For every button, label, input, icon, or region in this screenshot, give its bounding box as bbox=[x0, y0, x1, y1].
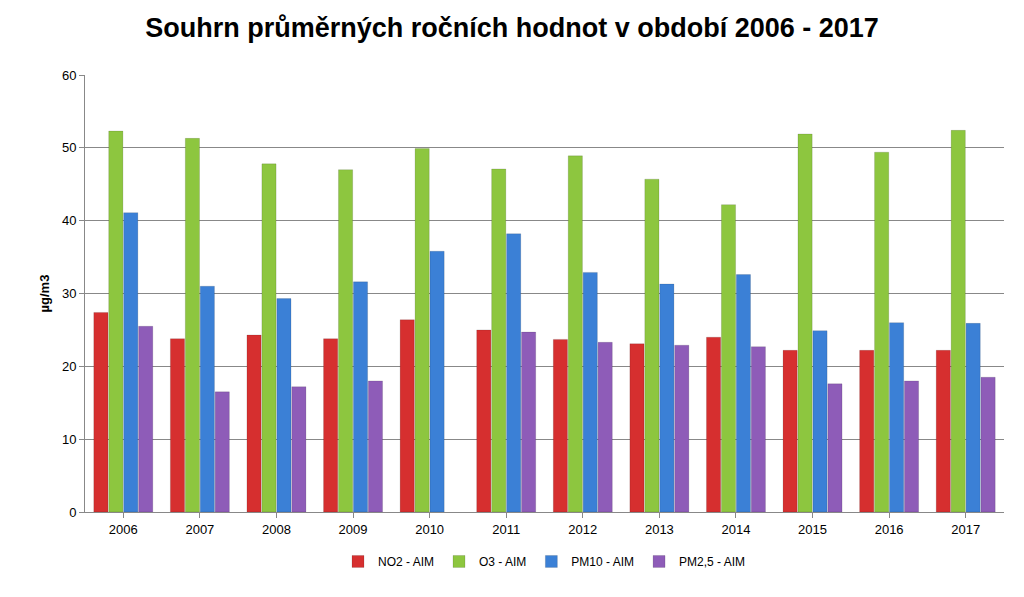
svg-text:60: 60 bbox=[62, 68, 76, 83]
svg-text:2012: 2012 bbox=[568, 522, 597, 537]
svg-text:2015: 2015 bbox=[798, 522, 827, 537]
svg-text:20: 20 bbox=[62, 359, 76, 374]
svg-text:2008: 2008 bbox=[262, 522, 291, 537]
svg-text:2010: 2010 bbox=[415, 522, 444, 537]
svg-text:10: 10 bbox=[62, 432, 76, 447]
svg-text:O3 - AIM: O3 - AIM bbox=[479, 555, 526, 569]
svg-text:2009: 2009 bbox=[339, 522, 368, 537]
svg-text:2014: 2014 bbox=[721, 522, 750, 537]
svg-text:2016: 2016 bbox=[875, 522, 904, 537]
svg-text:µg/m3: µg/m3 bbox=[37, 275, 52, 313]
svg-text:2011: 2011 bbox=[492, 522, 520, 537]
svg-text:50: 50 bbox=[62, 140, 76, 155]
svg-text:2013: 2013 bbox=[645, 522, 674, 537]
svg-text:NO2 - AIM: NO2 - AIM bbox=[378, 555, 434, 569]
svg-text:PM2,5 - AIM: PM2,5 - AIM bbox=[679, 555, 745, 569]
svg-text:30: 30 bbox=[62, 286, 76, 301]
svg-text:0: 0 bbox=[69, 505, 76, 520]
svg-text:Souhrn průměrných ročních hodn: Souhrn průměrných ročních hodnot v obdob… bbox=[145, 13, 879, 43]
svg-text:2017: 2017 bbox=[951, 522, 980, 537]
svg-text:PM10 - AIM: PM10 - AIM bbox=[571, 555, 634, 569]
svg-text:2007: 2007 bbox=[185, 522, 214, 537]
svg-text:40: 40 bbox=[62, 213, 76, 228]
svg-text:2006: 2006 bbox=[109, 522, 138, 537]
